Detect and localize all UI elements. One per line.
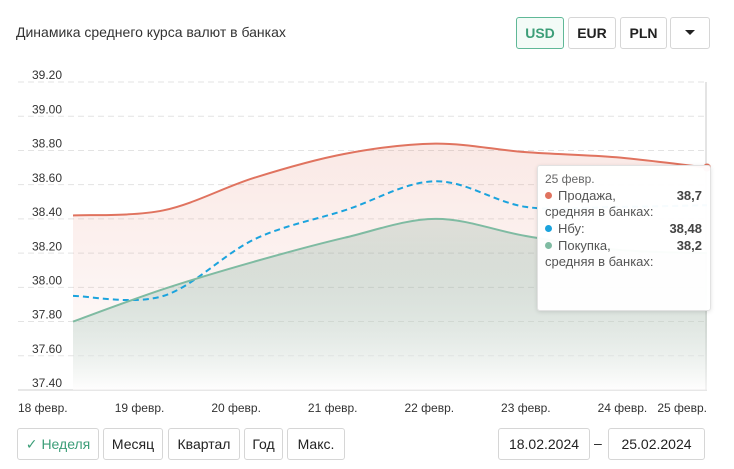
series-name: Продажа, средняя в банках:: [545, 188, 654, 219]
tooltip-series: Нбу:: [545, 221, 657, 237]
period-button[interactable]: Квартал: [168, 428, 240, 460]
series-name: Нбу:: [558, 221, 585, 236]
currency-button[interactable]: USD: [516, 17, 564, 49]
period-button[interactable]: Макс.: [287, 428, 345, 460]
period-label: Неделя: [41, 436, 91, 452]
currency-button[interactable]: EUR: [568, 17, 616, 49]
y-tick-label: 38.20: [32, 239, 62, 253]
y-tick-label: 39.00: [32, 102, 62, 116]
tooltip-value: 38,48: [669, 221, 702, 236]
y-tick-label: 38.00: [32, 274, 62, 288]
y-tick-label: 37.80: [32, 308, 62, 322]
period-button[interactable]: Год: [244, 428, 283, 460]
period-button[interactable]: ✓ Неделя: [17, 428, 99, 460]
x-tick-label: 25 февр.: [657, 401, 707, 415]
tooltip-series: Покупка, средняя в банках:: [545, 238, 657, 270]
date-separator: –: [594, 435, 602, 451]
tooltip-value: 38,2: [676, 238, 702, 253]
tooltip-dot: [545, 225, 552, 232]
tooltip-row: Нбу: 38,48: [545, 221, 702, 237]
y-tick-label: 37.40: [32, 376, 62, 390]
tooltip: 25 февр. Продажа, средняя в банках: 38,7 Н…: [537, 165, 711, 311]
date-from[interactable]: 18.02.2024: [498, 428, 590, 460]
y-tick-label: 37.60: [32, 342, 62, 356]
x-tick-label: 24 февр.: [598, 401, 648, 415]
x-tick-label: 18 февр.: [18, 401, 68, 415]
y-tick-label: 38.80: [32, 137, 62, 151]
chart-title: Динамика среднего курса валют в банках: [16, 24, 286, 40]
currency-dropdown[interactable]: [670, 17, 710, 49]
y-tick-label: 39.20: [32, 68, 62, 82]
tooltip-title: 25 февр.: [545, 172, 595, 186]
tooltip-value: 38,7: [676, 188, 702, 203]
series-name: Покупка, средняя в банках:: [545, 238, 654, 269]
tooltip-series: Продажа, средняя в банках:: [545, 188, 657, 220]
dropdown-arrow: [685, 30, 695, 35]
y-tick-label: 38.60: [32, 171, 62, 185]
x-tick-label: 23 февр.: [501, 401, 551, 415]
date-to[interactable]: 25.02.2024: [608, 428, 705, 460]
x-tick-label: 19 февр.: [115, 401, 165, 415]
tooltip-row: Покупка, средняя в банках: 38,2: [545, 238, 702, 270]
period-button[interactable]: Месяц: [103, 428, 163, 460]
series-line: [72, 142, 708, 217]
tooltip-row: Продажа, средняя в банках: 38,7: [545, 188, 702, 220]
tooltip-dot: [545, 242, 552, 249]
x-tick-label: 20 февр.: [211, 401, 261, 415]
currency-button[interactable]: PLN: [620, 17, 667, 49]
x-tick-label: 22 февр.: [404, 401, 454, 415]
tooltip-dot: [545, 192, 552, 199]
x-tick-label: 21 февр.: [308, 401, 358, 415]
y-tick-label: 38.40: [32, 205, 62, 219]
